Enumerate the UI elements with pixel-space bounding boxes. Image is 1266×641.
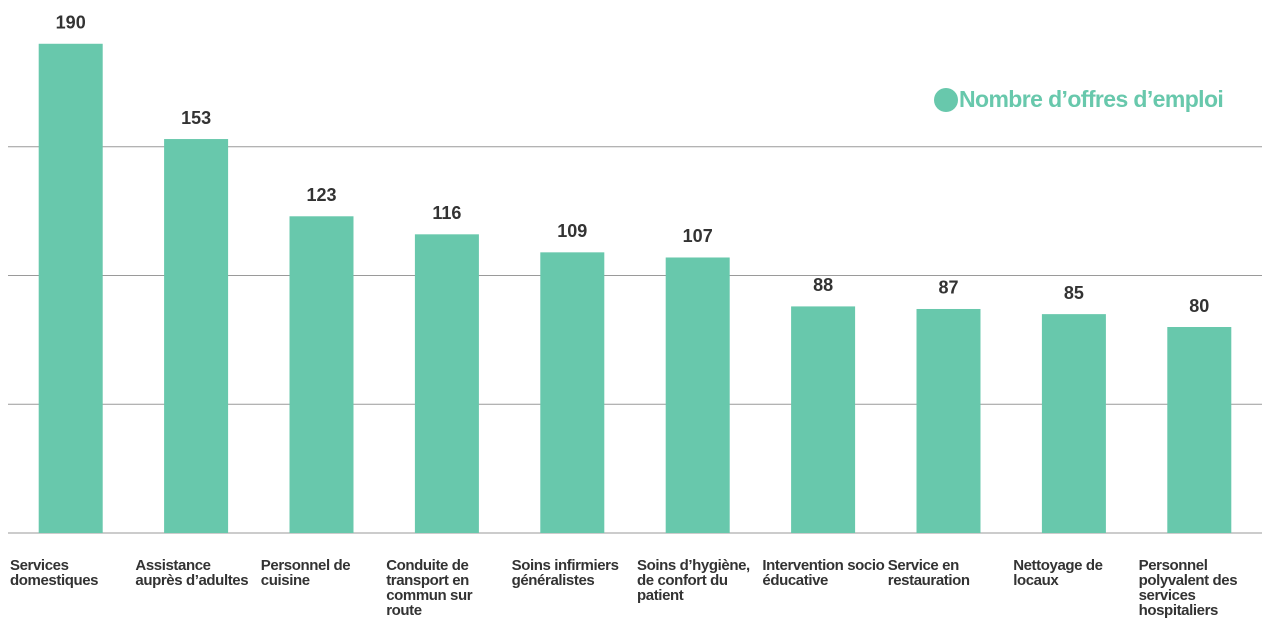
bar [540,252,605,533]
x-tick-label: Soins d’hygiène, de confort du patient [637,557,750,604]
value-label: 109 [557,221,587,241]
bar [289,216,354,533]
bar [665,257,730,533]
value-label: 153 [181,108,211,128]
x-tick-label: Soins infirmiers généralistes [511,557,619,589]
bar [791,306,856,533]
x-tick-label: Personnel polyvalent des services hospit… [1138,557,1238,619]
value-label: 80 [1189,296,1209,316]
bar [38,43,103,533]
value-label: 107 [683,226,713,246]
x-tick-label: Nettoyage de locaux [1013,557,1103,589]
bar [1167,327,1232,533]
value-label: 123 [306,185,336,205]
value-label: 190 [56,13,86,33]
value-label: 88 [813,275,833,295]
value-label: 87 [938,278,958,298]
bar [164,139,229,534]
x-tick-label: Personnel de cuisine [260,557,351,589]
x-tick-label: Assistance auprès d’adultes [135,557,249,589]
legend-label: Nombre d’offres d’emploi [959,86,1223,112]
bar [1041,314,1106,533]
value-label: 116 [432,203,461,223]
x-tick-label: Services domestiques [10,557,99,589]
value-label: 85 [1064,283,1084,303]
x-tick-label: Conduite de transport en commun sur rout… [386,557,473,619]
legend-marker [934,88,958,112]
bar [916,308,981,533]
bar [414,234,479,533]
x-tick-label: Service en restauration [887,557,970,589]
x-tick-label: Intervention socio éducative [762,557,885,589]
